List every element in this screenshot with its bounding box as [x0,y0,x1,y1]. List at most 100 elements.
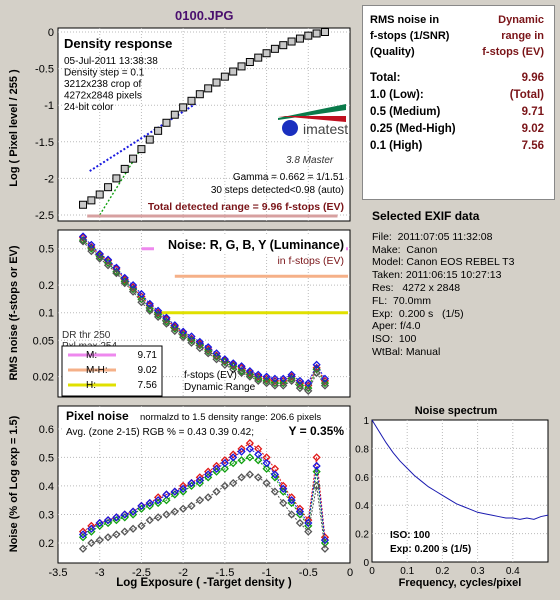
noise-point [212,355,221,364]
pixel-point [195,473,204,482]
noise-point [187,332,196,341]
noise-point [220,355,229,364]
density-point [295,34,304,43]
pixel-point [220,464,229,473]
noise-point [320,374,330,383]
pixel-point [320,544,330,553]
noise-point [170,321,179,330]
pixel-point [179,504,188,513]
dr-row-total: Total: 9.96 [370,72,544,84]
pixel-point [279,498,288,508]
noise-point [162,317,171,326]
density-point [187,96,196,105]
pixel-point [87,527,96,536]
pixel-xlabel: Log Exposure ( -Target density ) [116,577,292,589]
noise-point [287,376,296,385]
pixel-point [87,538,96,548]
pixel-point [212,487,221,496]
annot-fstops: f-stops (EV) [184,370,237,381]
noise-point [137,298,146,307]
exif-line: Model: Canon EOS REBEL T3 [372,256,515,269]
density-point [229,67,238,76]
noise-point [170,322,179,331]
noise-point [179,333,188,342]
noise-point [287,370,296,379]
pixel-point [262,453,271,462]
spectrum-line [371,419,549,520]
noise-point [103,256,113,265]
pixel-point [212,464,221,473]
noise-point [128,281,138,290]
y-tick-label: 0.8 [355,444,369,455]
x-tick-label: 0.3 [471,566,485,577]
noise-point [204,347,213,356]
pixel-series-line [82,473,326,550]
exif-line: Res: 4272 x 2848 [372,281,461,294]
density-note: 24-bit color [64,102,114,113]
pixel-point [137,501,146,511]
svg-text:imatest: imatest [303,121,348,137]
pixel-point [287,496,296,505]
pixel-point [204,493,213,502]
noise-series-line [82,239,326,389]
exif-line: WtBal: Manual [372,345,441,358]
pixel-point [262,458,271,468]
pixel-point [103,533,113,542]
x-tick-label: 0.1 [400,566,414,577]
y-tick-label: 0.5 [39,244,54,256]
noise-point [145,306,154,315]
pixel-point [187,478,196,488]
x-tick-label: -0.5 [299,567,318,579]
pixel-point [120,510,129,519]
noise-series-line [82,241,326,392]
noise-point [320,381,330,390]
pixel-series-line [82,442,326,538]
noise-point [270,381,280,390]
pixel-point [229,478,238,488]
noise-point [237,363,246,372]
noise-point [245,368,255,378]
y-tick-label: 0.4 [355,501,369,512]
pixel-point [179,487,188,496]
y-tick-label: 0.3 [39,509,54,521]
density-point [195,90,204,99]
density-note: 4272x2848 pixels [64,91,142,102]
noise-point [237,368,246,378]
noise-point [295,384,305,393]
noise-point [137,295,146,304]
y-tick-label: -0.5 [35,64,54,76]
noise-point [229,362,238,371]
y-tick-label: -1.5 [35,137,54,149]
pixel-point [295,507,305,516]
pixel-point [187,481,196,491]
noise-point [112,263,121,272]
exif-line: Aper: f/4.0 [372,320,421,333]
noise-point [279,374,288,383]
pixel-point [320,538,330,548]
pixel-point [128,507,138,516]
noise-point [195,344,204,353]
noise-point [312,363,321,372]
pixel-point [245,444,255,453]
noise-point [279,381,288,390]
y-tick-label: 0.5 [39,452,54,464]
noise-point [103,258,113,267]
noise-point [204,349,213,358]
pixel-point [220,481,229,491]
pixel-point [312,467,321,476]
range-text: Total detected range = 9.96 f-stops (EV) [148,201,344,213]
y-tick-label: 0.2 [355,530,369,541]
noise-point [162,315,171,324]
noise-point [204,343,213,352]
spectrum-title: Noise spectrum [415,405,498,417]
noise-point [270,374,280,383]
pixel-point [295,510,305,519]
pixel-point [237,456,246,465]
noise-point [95,252,104,261]
density-point [287,37,296,46]
pixel-point [145,498,154,508]
pixel-point [295,518,305,528]
noise-point [245,367,255,376]
density-point [170,110,179,119]
noise-point [145,304,154,314]
